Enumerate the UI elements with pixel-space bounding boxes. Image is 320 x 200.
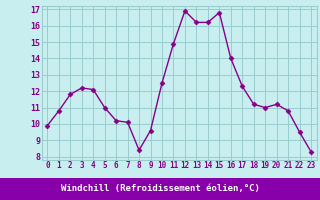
- Text: Windchill (Refroidissement éolien,°C): Windchill (Refroidissement éolien,°C): [60, 184, 260, 194]
